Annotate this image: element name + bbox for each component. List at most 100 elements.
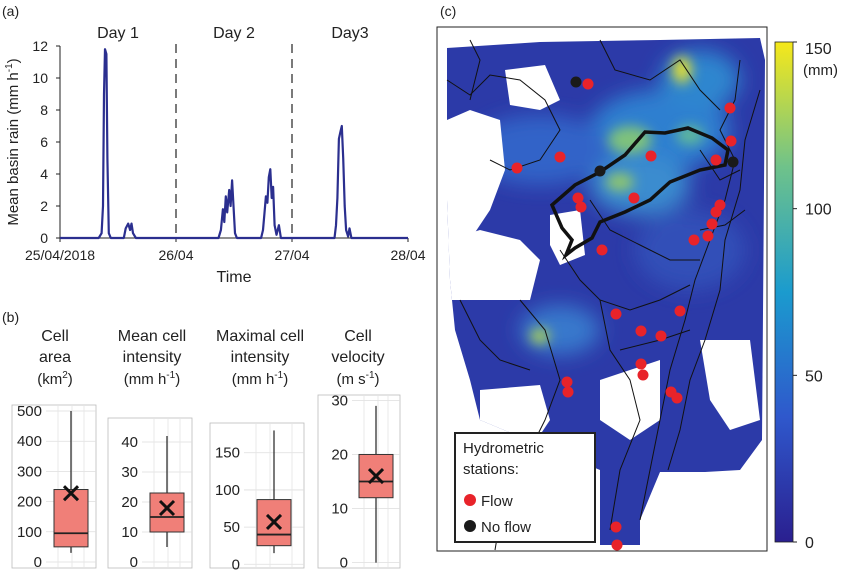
y-tick-label: 6 [40, 134, 48, 150]
hydrometric-stations [511, 76, 739, 551]
panel-label-a: (a) [2, 3, 19, 19]
colorbar-tick-label: 0 [805, 535, 814, 552]
box-title: Cell [344, 328, 372, 345]
y-tick-label: 0 [232, 556, 240, 572]
boxplot-b4: Cell velocity (m s-1) 0 10 20 30 [317, 328, 401, 572]
box-title: Cell [41, 328, 69, 345]
iqr-box [53, 489, 89, 548]
box-unit: (mm h-1) [232, 370, 288, 388]
y-tick-label: 4 [40, 166, 48, 182]
station-legend: Hydrometric stations: Flow No flow [454, 432, 596, 543]
y-tick-label: 40 [121, 434, 138, 451]
colorbar-tick-label: 100 [805, 202, 832, 219]
rain-series-line [60, 48, 408, 240]
colorbar-tick-label: 50 [805, 368, 823, 385]
box-title: Mean cell [118, 328, 186, 345]
station-flow-marker [655, 330, 667, 342]
box-title: intensity [231, 349, 290, 366]
y-tick-label: 30 [121, 464, 138, 481]
y-tick-label: 100 [17, 524, 42, 541]
x-axis-label: Time [217, 269, 252, 286]
rain-field [447, 38, 765, 545]
y-tick-label: 8 [40, 102, 48, 118]
rain-time-series-chart: 0 2 4 6 8 10 12 25/04/2018 26/04 27/04 28/04 Day … [4, 25, 426, 286]
y-tick-label: 0 [340, 555, 348, 572]
y-tick-label: 2 [40, 198, 48, 214]
boxplot-b3: Maximal cell intensity (mm h-1) 0 50 100 150 [209, 328, 305, 572]
legend-noflow-marker [464, 520, 476, 532]
station-flow-marker [572, 192, 584, 204]
colorbar-unit: (mm) [803, 62, 838, 79]
y-tick-label: 300 [17, 463, 42, 480]
station-flow-marker [554, 151, 566, 163]
station-flow-marker [710, 206, 722, 218]
legend-noflow-label: No flow [481, 519, 531, 536]
y-tick-label: 10 [121, 524, 138, 541]
station-flow-marker [724, 102, 736, 114]
x-tick-label: 25/04/2018 [25, 247, 95, 263]
main-basin-outline [549, 126, 730, 261]
mean-marker [265, 513, 283, 530]
y-tick-label: 0 [40, 230, 48, 246]
legend-title: stations: [463, 461, 519, 478]
station-flow-marker [562, 386, 574, 398]
y-tick-label: 0 [34, 554, 42, 571]
panel-label-c: (c) [440, 3, 456, 19]
station-noflow-marker [594, 165, 606, 177]
iqr-box [149, 492, 185, 533]
x-tick-label: 26/04 [158, 247, 193, 263]
y-tick-label: 150 [215, 445, 240, 462]
station-flow-marker [561, 376, 573, 388]
legend-flow-label: Flow [481, 493, 513, 510]
rainfall-accumulation-map: Hydrometric stations: Flow No flow 0 50 10… [436, 26, 838, 552]
station-flow-marker [706, 218, 718, 230]
panel-label-b: (b) [2, 309, 19, 325]
mean-marker [158, 499, 176, 517]
legend-flow-marker [464, 494, 476, 506]
y-tick-label: 20 [331, 446, 348, 463]
station-noflow-marker [570, 76, 582, 88]
mean-marker [367, 468, 385, 485]
station-flow-marker [596, 244, 608, 256]
box-title: Maximal cell [216, 328, 304, 345]
box-unit: (m s-1) [336, 370, 379, 388]
station-flow-marker [688, 234, 700, 246]
colorbar: 0 50 100 150 (mm) [774, 41, 838, 552]
station-flow-marker [710, 154, 722, 166]
day-label: Day 2 [213, 25, 255, 42]
no-data-patch [505, 65, 560, 110]
station-flow-marker [635, 358, 647, 370]
station-flow-marker [610, 308, 622, 320]
legend-title: Hydrometric [463, 440, 544, 457]
y-tick-label: 30 [331, 392, 348, 409]
mean-marker [62, 485, 80, 502]
y-tick-label: 20 [121, 494, 138, 511]
y-tick-label: 10 [32, 70, 48, 86]
day-label: Day 1 [97, 25, 139, 42]
no-data-patch [447, 110, 505, 250]
y-tick-label: 12 [32, 38, 48, 54]
station-flow-marker [628, 192, 640, 204]
boxplot-b2: Mean cell intensity (mm h-1) 0 10 20 30 40 [107, 328, 193, 571]
y-tick-label: 200 [17, 494, 42, 511]
y-axis-label: Mean basin rain (mm h-1) [4, 58, 22, 225]
station-noflow-marker [727, 156, 739, 168]
station-flow-marker [725, 135, 737, 147]
boxplot-b1: Cell area (km2) 0 100 200 300 400 500 [11, 328, 97, 571]
box-unit: (mm h-1) [124, 370, 180, 388]
y-tick-label: 400 [17, 433, 42, 450]
box-title: velocity [331, 349, 384, 366]
station-flow-marker [702, 230, 714, 242]
y-tick-label: 100 [215, 482, 240, 499]
station-flow-marker [610, 521, 622, 533]
station-flow-marker [575, 201, 587, 213]
station-flow-marker [635, 325, 647, 337]
station-flow-marker [582, 78, 594, 90]
station-flow-marker [645, 150, 657, 162]
box-title: area [39, 349, 71, 366]
station-flow-marker [671, 392, 683, 404]
x-tick-label: 27/04 [274, 247, 309, 263]
station-flow-marker [611, 539, 623, 551]
